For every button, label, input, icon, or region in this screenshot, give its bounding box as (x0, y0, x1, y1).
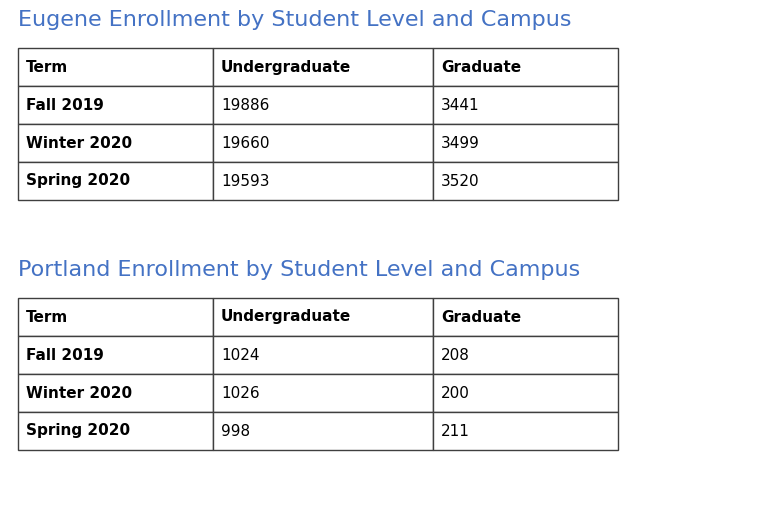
Bar (213, 336, 433, 374)
Text: 211: 211 (441, 423, 470, 438)
Bar (18, 412, 213, 450)
Text: Portland Enrollment by Student Level and Campus: Portland Enrollment by Student Level and… (18, 260, 580, 280)
Text: Graduate: Graduate (441, 309, 521, 325)
Text: Winter 2020: Winter 2020 (26, 385, 132, 401)
Text: 3441: 3441 (441, 98, 480, 112)
Text: 200: 200 (441, 385, 470, 401)
Bar (213, 124, 433, 162)
Text: Undergraduate: Undergraduate (221, 60, 351, 74)
Text: 19886: 19886 (221, 98, 269, 112)
Bar (213, 412, 433, 450)
Bar (433, 162, 618, 200)
Text: 19593: 19593 (221, 174, 270, 188)
Bar (18, 86, 213, 124)
Bar (433, 374, 618, 412)
Text: 1024: 1024 (221, 348, 260, 362)
Bar (433, 124, 618, 162)
Text: Winter 2020: Winter 2020 (26, 135, 132, 151)
Text: Fall 2019: Fall 2019 (26, 348, 104, 362)
Text: 3499: 3499 (441, 135, 480, 151)
Bar (213, 162, 433, 200)
Text: 19660: 19660 (221, 135, 270, 151)
Text: 3520: 3520 (441, 174, 480, 188)
Text: 1026: 1026 (221, 385, 260, 401)
Text: Spring 2020: Spring 2020 (26, 423, 130, 438)
Bar (18, 48, 213, 86)
Bar (18, 374, 213, 412)
Text: 998: 998 (221, 423, 250, 438)
Bar (18, 124, 213, 162)
Bar (433, 336, 618, 374)
Bar (18, 336, 213, 374)
Text: Eugene Enrollment by Student Level and Campus: Eugene Enrollment by Student Level and C… (18, 10, 572, 30)
Text: Graduate: Graduate (441, 60, 521, 74)
Bar (213, 86, 433, 124)
Text: Spring 2020: Spring 2020 (26, 174, 130, 188)
Bar (18, 162, 213, 200)
Bar (433, 298, 618, 336)
Bar (213, 374, 433, 412)
Bar (433, 86, 618, 124)
Text: 208: 208 (441, 348, 470, 362)
Bar (213, 48, 433, 86)
Text: Term: Term (26, 309, 69, 325)
Text: Fall 2019: Fall 2019 (26, 98, 104, 112)
Bar (433, 412, 618, 450)
Text: Term: Term (26, 60, 69, 74)
Bar (433, 48, 618, 86)
Bar (213, 298, 433, 336)
Text: Undergraduate: Undergraduate (221, 309, 351, 325)
Bar (18, 298, 213, 336)
